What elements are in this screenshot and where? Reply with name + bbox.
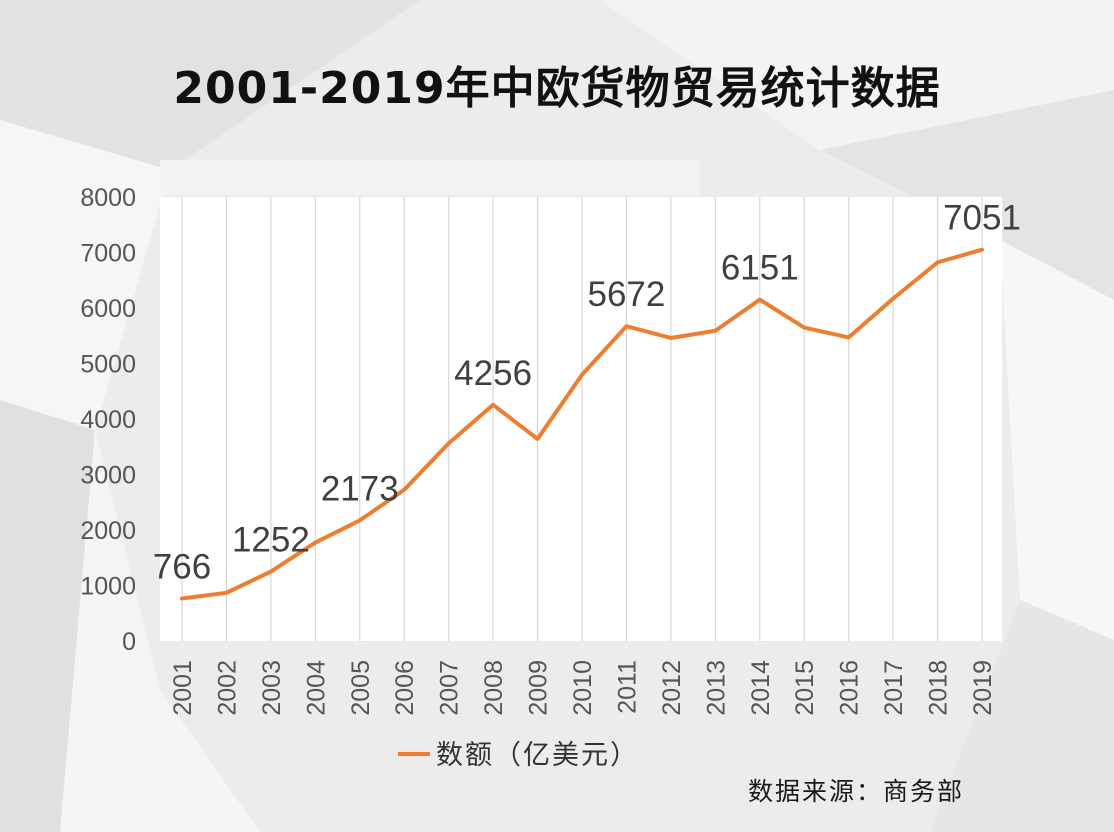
data-label-2014: 6151	[721, 249, 799, 288]
x-tick-label: 2016	[836, 660, 864, 716]
x-tick-label: 2013	[702, 660, 730, 716]
data-label-2019: 7051	[943, 199, 1021, 238]
x-tick-label: 2018	[925, 660, 953, 716]
data-label-2008: 4256	[454, 354, 532, 393]
y-tick-label: 0	[122, 628, 136, 656]
x-tick-label: 2017	[880, 660, 908, 716]
series-line-trade-value	[180, 247, 984, 601]
data-label-2005: 2173	[321, 469, 399, 508]
legend: 数额（亿美元）	[398, 740, 639, 771]
x-tick-label: 2010	[569, 660, 597, 716]
x-tick-label: 2019	[969, 660, 997, 716]
x-tick-label: 2003	[258, 660, 286, 716]
plot-area	[160, 197, 1002, 641]
y-tick-label: 2000	[80, 517, 136, 545]
y-tick-label: 3000	[80, 462, 136, 490]
chart-title: 2001-2019年中欧货物贸易统计数据	[173, 63, 941, 114]
x-tick-label: 2001	[169, 660, 197, 716]
x-tick-label: 2012	[658, 660, 686, 716]
y-tick-label: 7000	[80, 240, 136, 268]
x-tick-label: 2004	[302, 660, 330, 716]
y-tick-label: 4000	[80, 406, 136, 434]
source-note: 数据来源：商务部	[748, 777, 965, 806]
y-tick-label: 1000	[80, 573, 136, 601]
legend-label: 数额（亿美元）	[436, 740, 639, 771]
data-label-2003: 1252	[232, 521, 310, 560]
x-tick-label: 2005	[347, 660, 375, 716]
x-tick-label: 2006	[391, 660, 419, 716]
y-tick-label: 8000	[80, 184, 136, 212]
x-tick-label: 2014	[747, 660, 775, 716]
x-tick-label: 2002	[213, 660, 241, 716]
data-label-2011: 5672	[588, 275, 666, 314]
y-tick-label: 5000	[80, 351, 136, 379]
data-label-2001: 766	[153, 547, 211, 586]
y-tick-label: 6000	[80, 295, 136, 323]
x-tick-label: 2015	[791, 660, 819, 716]
x-tick-label: 2009	[525, 660, 553, 716]
x-tick-label: 2011	[613, 660, 641, 714]
x-tick-label: 2008	[480, 660, 508, 716]
x-tick-label: 2007	[436, 660, 464, 716]
